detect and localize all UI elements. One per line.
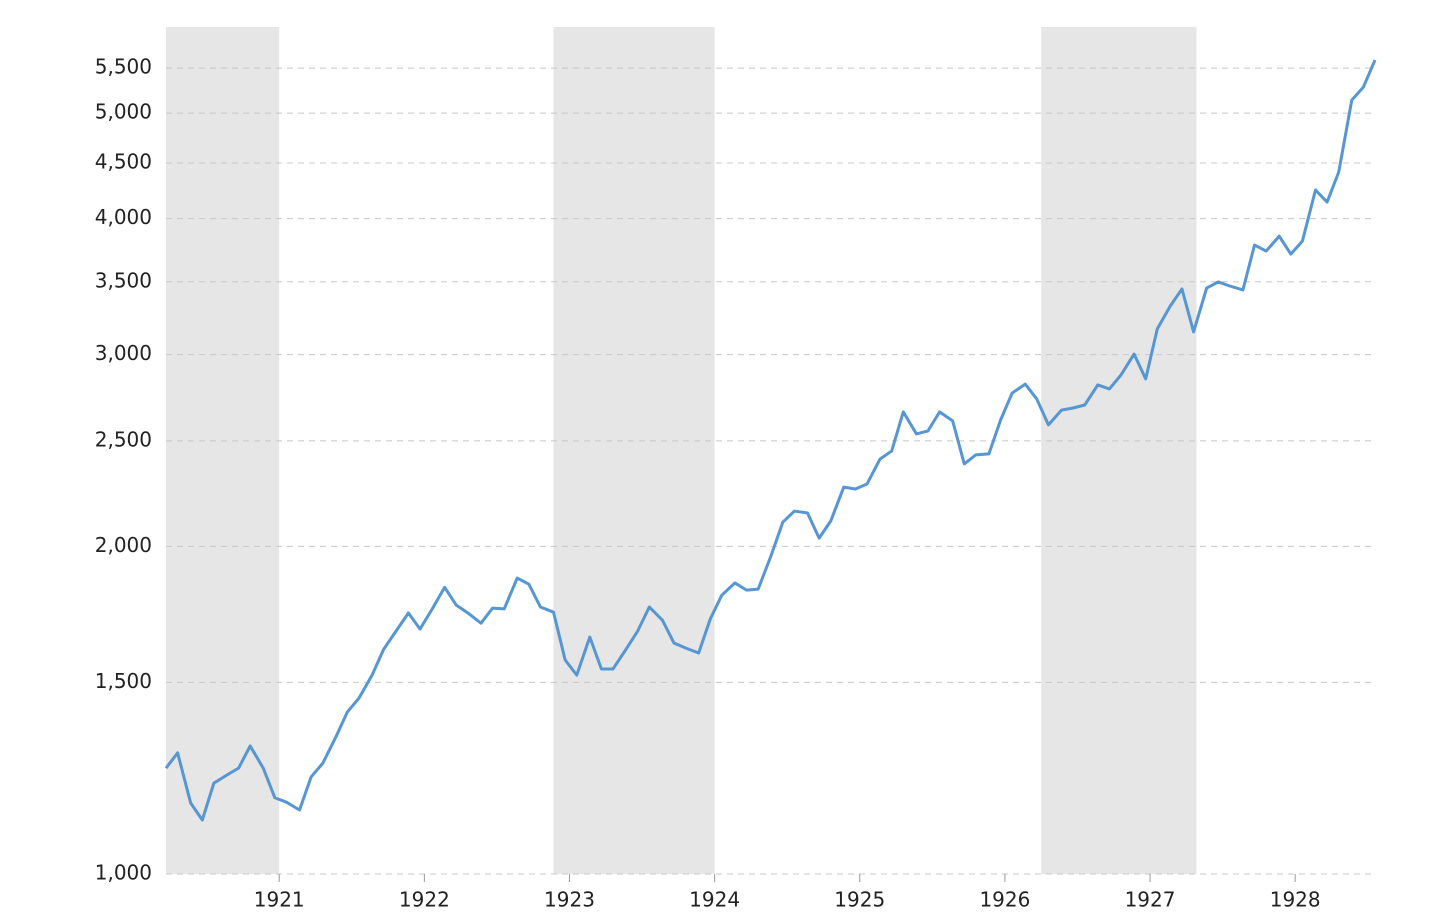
x-tick-label: 1923 xyxy=(544,888,595,912)
y-tick-label: 5,000 xyxy=(95,100,152,124)
x-tick-label: 1927 xyxy=(1125,888,1176,912)
x-tick-label: 1926 xyxy=(979,888,1030,912)
x-tick-label: 1928 xyxy=(1270,888,1321,912)
x-tick-label: 1922 xyxy=(399,888,450,912)
y-tick-label: 1,000 xyxy=(95,861,152,885)
x-tick-label: 1924 xyxy=(689,888,740,912)
y-tick-label: 2,000 xyxy=(95,533,152,557)
shaded-band xyxy=(553,27,715,874)
x-tick-label: 1921 xyxy=(254,888,305,912)
y-tick-label: 1,500 xyxy=(95,669,152,693)
data-line xyxy=(164,59,1377,822)
y-tick-label: 3,500 xyxy=(95,268,152,292)
y-tick-label: 4,500 xyxy=(95,149,152,173)
y-tick-label: 4,000 xyxy=(95,205,152,229)
y-tick-label: 2,500 xyxy=(95,427,152,451)
y-tick-label: 3,000 xyxy=(95,341,152,365)
x-tick-label: 1925 xyxy=(834,888,885,912)
shaded-band xyxy=(166,27,280,874)
shaded-band xyxy=(1041,27,1197,874)
y-tick-label: 5,500 xyxy=(95,55,152,79)
